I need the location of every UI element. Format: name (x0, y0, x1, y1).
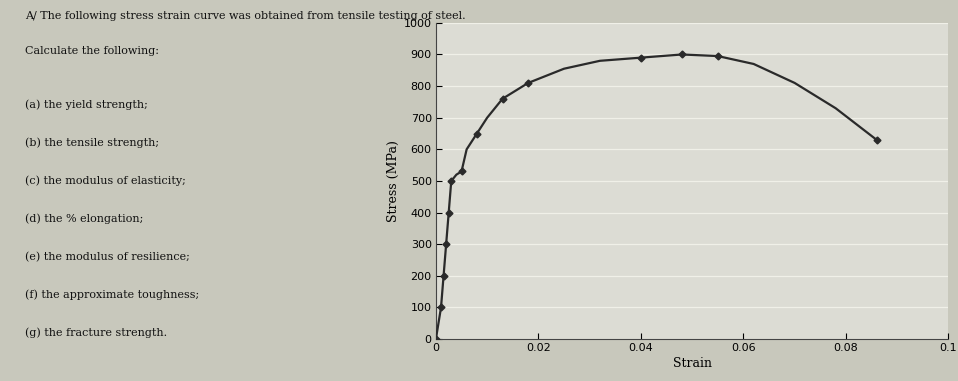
Text: (g) the fracture strength.: (g) the fracture strength. (25, 328, 167, 338)
Text: (d) the % elongation;: (d) the % elongation; (25, 213, 144, 224)
Text: (b) the tensile strength;: (b) the tensile strength; (25, 137, 159, 148)
X-axis label: Strain: Strain (673, 357, 712, 370)
Text: (f) the approximate toughness;: (f) the approximate toughness; (25, 290, 199, 300)
Text: Calculate the following:: Calculate the following: (25, 46, 159, 56)
Text: (a) the yield strength;: (a) the yield strength; (25, 99, 148, 110)
Y-axis label: Stress (MPa): Stress (MPa) (387, 140, 399, 222)
Text: (e) the modulus of resilience;: (e) the modulus of resilience; (25, 251, 190, 262)
Text: A/ The following stress strain curve was obtained from tensile testing of steel.: A/ The following stress strain curve was… (25, 11, 466, 21)
Text: (c) the modulus of elasticity;: (c) the modulus of elasticity; (25, 175, 186, 186)
